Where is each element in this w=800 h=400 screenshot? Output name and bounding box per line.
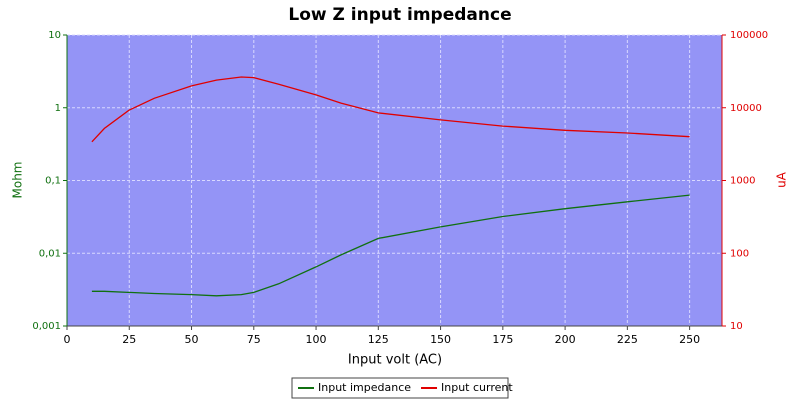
x-tick-label: 0	[64, 333, 71, 346]
y2-tick-label: 10000	[730, 103, 762, 114]
y-tick-label: 1	[55, 103, 61, 114]
x-tick-label: 150	[430, 333, 451, 346]
y2-axis-label: uA	[775, 171, 789, 188]
y-tick-label: 0,001	[32, 321, 61, 332]
legend-box	[291, 377, 509, 399]
x-tick-label: 50	[185, 333, 199, 346]
x-tick-label: 225	[617, 333, 638, 346]
y-tick-label: 0,01	[39, 248, 61, 259]
y2-tick-label: 10	[730, 321, 743, 332]
y-axis-label: Mohm	[11, 162, 25, 199]
legend-label: Input impedance	[318, 381, 411, 394]
legend-label: Input current	[441, 381, 513, 394]
y2-tick-label: 100	[730, 248, 749, 259]
series-line	[91, 194, 690, 297]
x-axis-label: Input volt (AC)	[348, 353, 442, 368]
x-tick-label: 100	[306, 333, 327, 346]
x-tick-label: 250	[679, 333, 700, 346]
x-tick-label: 175	[492, 333, 513, 346]
chart-title: Low Z input impedance	[288, 5, 511, 25]
y-tick-label: 10	[48, 30, 61, 41]
y-tick-label: 0,1	[45, 176, 61, 187]
x-tick-label: 125	[368, 333, 389, 346]
x-tick-label: 25	[122, 333, 136, 346]
x-tick-label: 200	[555, 333, 576, 346]
y2-tick-label: 1000	[730, 176, 755, 187]
x-tick-label: 75	[247, 333, 261, 346]
series-line	[91, 76, 690, 143]
y2-tick-label: 100000	[730, 30, 768, 41]
